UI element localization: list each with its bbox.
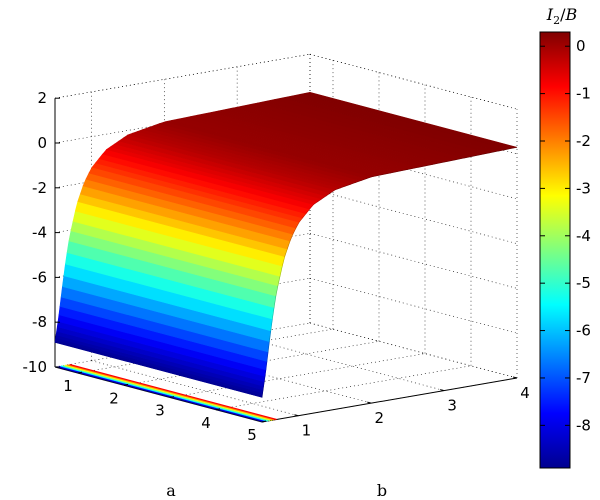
colorbar-tick-label: -2	[576, 132, 591, 150]
x-tick-mark	[169, 396, 175, 399]
grid-line	[309, 188, 518, 244]
x-axis-label: a	[166, 481, 176, 500]
x-tick-label: 1	[63, 377, 73, 395]
colorbar-tick-label: 0	[576, 37, 586, 55]
y-tick-label: 4	[520, 384, 530, 402]
grid-line	[54, 53, 311, 99]
colorbar-tick-label: -1	[576, 85, 591, 103]
y-tick-label: 3	[447, 397, 457, 415]
colorbar-tick-label: -6	[576, 322, 591, 340]
z-tick-label: -8	[32, 313, 47, 331]
floor-contour-line	[65, 364, 273, 421]
colorbar-tick-label: -8	[576, 416, 591, 434]
z-tick-label: -6	[32, 268, 47, 286]
floor-contour-line	[62, 365, 271, 422]
x-tick-mark	[123, 383, 129, 386]
x-tick-label: 4	[201, 414, 211, 432]
y-tick-mark	[512, 376, 518, 379]
colorbar-tick-label: -3	[576, 179, 591, 197]
y-tick-mark	[294, 414, 299, 417]
floor-contour-line	[69, 363, 277, 421]
y-axis-label: b	[377, 481, 387, 500]
colorbar-tick-label: -4	[576, 227, 591, 245]
floor-contour-line	[58, 365, 266, 422]
x-tick-mark	[77, 371, 83, 374]
y-tick-mark	[367, 401, 372, 404]
colorbar-tick-label: -7	[576, 369, 591, 387]
y-axis-line	[261, 377, 518, 423]
colorbar-label: I2/B	[546, 5, 578, 27]
x-tick-label: 3	[155, 402, 165, 420]
x-tick-mark	[261, 420, 267, 423]
floor-contour-line	[56, 366, 264, 423]
surface-strip	[300, 91, 518, 150]
floor-contour-line	[67, 364, 275, 421]
x-tick-label: 2	[109, 389, 119, 407]
surface	[54, 91, 518, 423]
z-tick-label: -4	[32, 224, 47, 242]
colorbar	[539, 31, 571, 469]
surface-edge	[261, 147, 518, 398]
grid-line	[309, 233, 518, 289]
x-tick-mark	[215, 408, 221, 411]
x-axis-line	[54, 366, 263, 423]
floor-contour-line	[60, 365, 268, 422]
y-tick-mark	[440, 389, 445, 392]
z-tick-label: -10	[23, 358, 48, 376]
z-tick-label: 0	[37, 134, 47, 152]
grid-line	[309, 322, 518, 379]
y-tick-label: 1	[302, 422, 312, 440]
x-tick-label: 5	[247, 426, 257, 444]
y-tick-label: 2	[375, 409, 385, 427]
colorbar-tick-label: -5	[576, 274, 591, 292]
z-tick-label: -2	[32, 179, 47, 197]
z-tick-label: 2	[37, 89, 47, 107]
grid-line	[309, 277, 518, 334]
colorbar-ticks: 0 -1 -2 -3 -4 -5 -6 -7 -8	[540, 37, 591, 434]
axis-ticks: -10 -8 -6 -4 -2 0 2 1 2 3 4 5 1 2 3 4	[23, 89, 530, 444]
